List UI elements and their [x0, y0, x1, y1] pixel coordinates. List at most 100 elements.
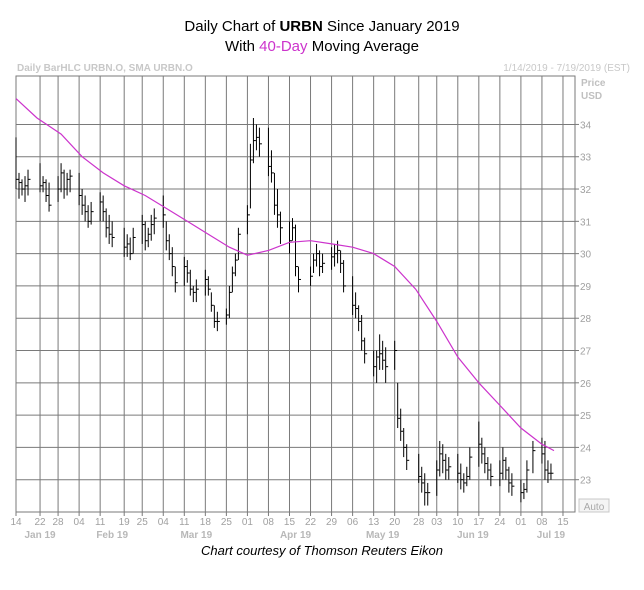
subtitle-highlight: 40-Day — [259, 38, 308, 55]
x-tick-label: 10 — [452, 517, 464, 528]
subtitle-suffix: Moving Average — [307, 38, 419, 55]
price-bar — [249, 143, 253, 209]
auto-scale-button[interactable]: Auto — [578, 498, 610, 513]
price-bar — [319, 250, 323, 277]
price-bar — [547, 460, 551, 483]
price-bar — [403, 428, 407, 458]
x-month-label: Feb 19 — [96, 530, 128, 541]
price-bar — [373, 350, 377, 377]
price-bar — [237, 227, 241, 261]
price-bar — [340, 250, 344, 274]
x-tick-label: 28 — [53, 517, 65, 528]
x-tick-label: 19 — [119, 517, 131, 528]
price-bar — [132, 227, 136, 254]
x-tick-label: 04 — [74, 517, 86, 528]
price-bar — [48, 182, 52, 212]
price-bar — [183, 256, 187, 286]
price-bar — [400, 408, 404, 441]
price-bar — [18, 172, 22, 199]
price-bar — [520, 479, 524, 503]
price-bar — [313, 253, 317, 274]
y-tick-label: 26 — [580, 379, 592, 390]
chart-header-right: 1/14/2019 - 7/19/2019 (EST) — [503, 63, 630, 74]
price-bar — [171, 247, 175, 277]
y-tick-label: 33 — [580, 153, 592, 164]
price-bar — [508, 466, 512, 493]
sma-40-line — [15, 98, 555, 452]
x-tick-label: 03 — [431, 517, 443, 528]
x-tick-label: 11 — [95, 517, 106, 528]
price-bar — [490, 463, 494, 487]
plot-frame — [15, 75, 576, 513]
price-bar — [108, 214, 112, 244]
x-month-label: Mar 19 — [180, 530, 212, 541]
x-tick-label: 17 — [473, 517, 485, 528]
price-axis-label: Price — [581, 78, 606, 89]
price-bar — [457, 453, 461, 483]
x-axis-months: Jan 19 Feb 19 Mar 19 Apr 19 May 19 Jun 19 Jul … — [24, 530, 565, 541]
price-bar — [24, 176, 28, 202]
price-bar — [258, 127, 262, 157]
x-tick-label: 11 — [179, 517, 190, 528]
y-tick-label: 31 — [580, 217, 592, 228]
price-bar — [397, 382, 401, 429]
x-tick-label: 18 — [200, 517, 212, 528]
price-bar — [234, 253, 238, 277]
price-bar — [418, 453, 422, 483]
x-tick-label: 22 — [305, 517, 317, 528]
x-tick-label: 22 — [34, 517, 46, 528]
price-bar — [267, 127, 271, 177]
price-bar — [279, 211, 283, 244]
price-bar — [27, 169, 31, 196]
y-tick-label: 24 — [580, 443, 592, 454]
y-tick-label: 34 — [580, 120, 592, 131]
price-bar — [448, 457, 452, 480]
price-bar — [394, 340, 398, 370]
subtitle-prefix: With — [225, 38, 260, 55]
price-bar — [270, 150, 274, 183]
price-bar — [228, 285, 232, 319]
price-bar — [334, 243, 338, 267]
price-bar — [352, 276, 356, 315]
price-bar — [505, 457, 509, 480]
price-bar — [195, 279, 199, 303]
price-bar — [111, 221, 115, 248]
price-bar — [216, 311, 220, 332]
price-bar — [406, 444, 410, 471]
price-bar — [192, 285, 196, 303]
price-bar — [162, 195, 166, 228]
x-tick-label: 15 — [557, 517, 569, 528]
price-bar — [123, 227, 127, 257]
price-bar — [322, 253, 326, 274]
price-bar — [39, 163, 43, 193]
price-bar — [165, 221, 169, 251]
price-bar — [45, 179, 49, 202]
x-tick-label: 28 — [413, 517, 425, 528]
price-bar — [376, 350, 380, 383]
title-line-1: Daily Chart of URBN Since January 2019 — [0, 17, 644, 37]
price-bar — [316, 243, 320, 267]
price-bar — [81, 189, 85, 215]
price-bar — [445, 453, 449, 480]
x-tick-label: 24 — [494, 517, 506, 528]
price-bar — [460, 463, 464, 490]
grid — [15, 76, 575, 512]
price-bar — [273, 172, 277, 215]
price-bar — [213, 305, 217, 328]
x-month-label: Jul 19 — [537, 530, 566, 541]
price-bar — [442, 444, 446, 474]
price-bar — [484, 447, 488, 474]
chart-header-left: Daily BarHLC URBN.O, SMA URBN.O — [17, 63, 193, 74]
price-bar — [478, 421, 482, 467]
x-month-label: Jan 19 — [24, 530, 56, 541]
chart-credit: Chart courtesy of Thomson Reuters Eikon — [200, 543, 444, 558]
x-month-label: May 19 — [366, 530, 400, 541]
x-tick-label: 01 — [515, 517, 527, 528]
price-bar — [255, 124, 259, 151]
price-bar — [147, 227, 151, 248]
price-bar — [174, 266, 178, 293]
price-bar — [361, 314, 365, 351]
price-bar — [466, 466, 470, 487]
price-bar — [129, 237, 133, 261]
chart-title: Daily Chart of URBN Since January 2019 W… — [0, 17, 644, 57]
